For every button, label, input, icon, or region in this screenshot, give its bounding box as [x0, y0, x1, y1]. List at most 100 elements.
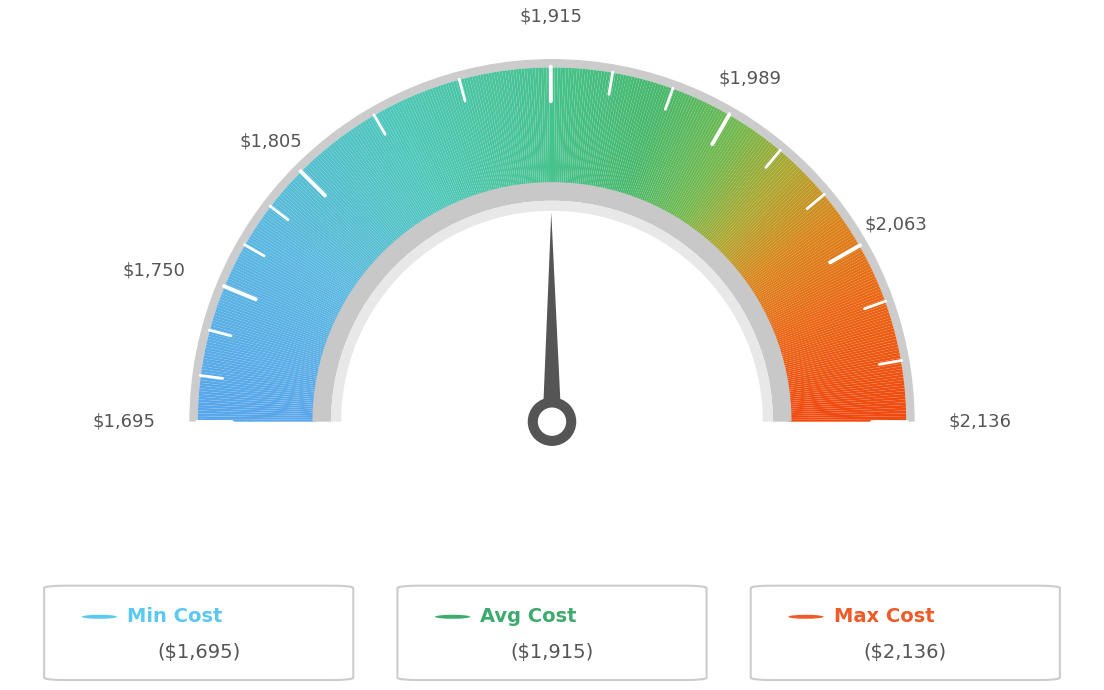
Wedge shape [230, 273, 338, 324]
Wedge shape [676, 119, 740, 221]
Wedge shape [786, 369, 903, 388]
Wedge shape [684, 129, 753, 228]
Wedge shape [672, 117, 734, 219]
Wedge shape [362, 121, 427, 222]
Wedge shape [785, 366, 902, 386]
Wedge shape [358, 124, 424, 224]
Wedge shape [747, 223, 847, 290]
Wedge shape [763, 264, 870, 318]
Wedge shape [656, 104, 710, 210]
Text: Max Cost: Max Cost [834, 607, 934, 627]
Wedge shape [304, 167, 388, 253]
Wedge shape [199, 388, 317, 402]
Wedge shape [288, 184, 378, 264]
Wedge shape [785, 364, 902, 385]
Wedge shape [696, 140, 769, 235]
Wedge shape [680, 124, 746, 224]
Wedge shape [766, 273, 874, 324]
Wedge shape [206, 342, 322, 370]
Wedge shape [291, 179, 380, 262]
Wedge shape [736, 200, 830, 275]
Wedge shape [306, 166, 389, 252]
Wedge shape [322, 150, 400, 242]
Wedge shape [280, 192, 372, 270]
Wedge shape [764, 266, 871, 319]
Wedge shape [555, 68, 561, 186]
Wedge shape [343, 213, 761, 422]
Wedge shape [510, 70, 527, 187]
Wedge shape [339, 137, 412, 233]
Wedge shape [572, 69, 585, 186]
Text: ($1,915): ($1,915) [510, 643, 594, 662]
Wedge shape [199, 400, 317, 408]
Wedge shape [424, 90, 468, 201]
Wedge shape [212, 320, 326, 356]
Wedge shape [784, 355, 901, 380]
Wedge shape [527, 68, 538, 186]
Wedge shape [272, 202, 367, 277]
Wedge shape [692, 137, 765, 233]
Wedge shape [263, 216, 360, 286]
Wedge shape [530, 68, 539, 186]
Wedge shape [731, 190, 821, 268]
Wedge shape [235, 261, 341, 316]
Wedge shape [777, 315, 891, 352]
Wedge shape [232, 268, 339, 321]
Wedge shape [605, 77, 635, 192]
Wedge shape [616, 81, 651, 195]
Wedge shape [576, 69, 591, 187]
Wedge shape [786, 377, 904, 394]
Wedge shape [381, 110, 439, 215]
Wedge shape [754, 239, 857, 302]
Text: Min Cost: Min Cost [127, 607, 222, 627]
Wedge shape [389, 106, 445, 212]
Wedge shape [394, 104, 448, 210]
Wedge shape [726, 184, 816, 264]
Wedge shape [205, 347, 321, 374]
Wedge shape [437, 86, 477, 198]
Wedge shape [450, 81, 486, 195]
Wedge shape [746, 220, 845, 289]
Wedge shape [750, 227, 850, 293]
Wedge shape [561, 68, 569, 186]
Wedge shape [772, 291, 882, 337]
Wedge shape [763, 261, 869, 316]
Wedge shape [583, 70, 602, 188]
Wedge shape [786, 375, 903, 392]
Wedge shape [788, 408, 906, 414]
Wedge shape [190, 59, 914, 422]
Wedge shape [213, 317, 327, 354]
Wedge shape [364, 119, 428, 221]
Wedge shape [681, 126, 749, 226]
Wedge shape [742, 211, 839, 283]
Wedge shape [752, 232, 852, 297]
Wedge shape [693, 139, 767, 234]
Wedge shape [290, 181, 379, 263]
Wedge shape [401, 100, 453, 208]
Wedge shape [412, 95, 460, 205]
Wedge shape [491, 72, 513, 189]
Wedge shape [214, 312, 328, 351]
Wedge shape [543, 68, 549, 186]
Wedge shape [256, 225, 355, 292]
Wedge shape [475, 75, 502, 191]
Wedge shape [265, 211, 362, 283]
Wedge shape [213, 315, 327, 352]
Wedge shape [659, 106, 715, 212]
Wedge shape [769, 284, 879, 331]
Wedge shape [782, 342, 898, 370]
Wedge shape [735, 198, 828, 274]
Wedge shape [538, 68, 544, 186]
Wedge shape [314, 158, 394, 247]
Wedge shape [198, 416, 316, 420]
Wedge shape [787, 386, 904, 400]
Wedge shape [519, 69, 532, 186]
Wedge shape [734, 196, 827, 273]
Wedge shape [341, 135, 413, 232]
Wedge shape [396, 102, 449, 210]
Wedge shape [728, 186, 818, 266]
Wedge shape [464, 78, 495, 193]
Wedge shape [203, 361, 319, 383]
Wedge shape [199, 391, 317, 403]
Wedge shape [346, 132, 416, 230]
